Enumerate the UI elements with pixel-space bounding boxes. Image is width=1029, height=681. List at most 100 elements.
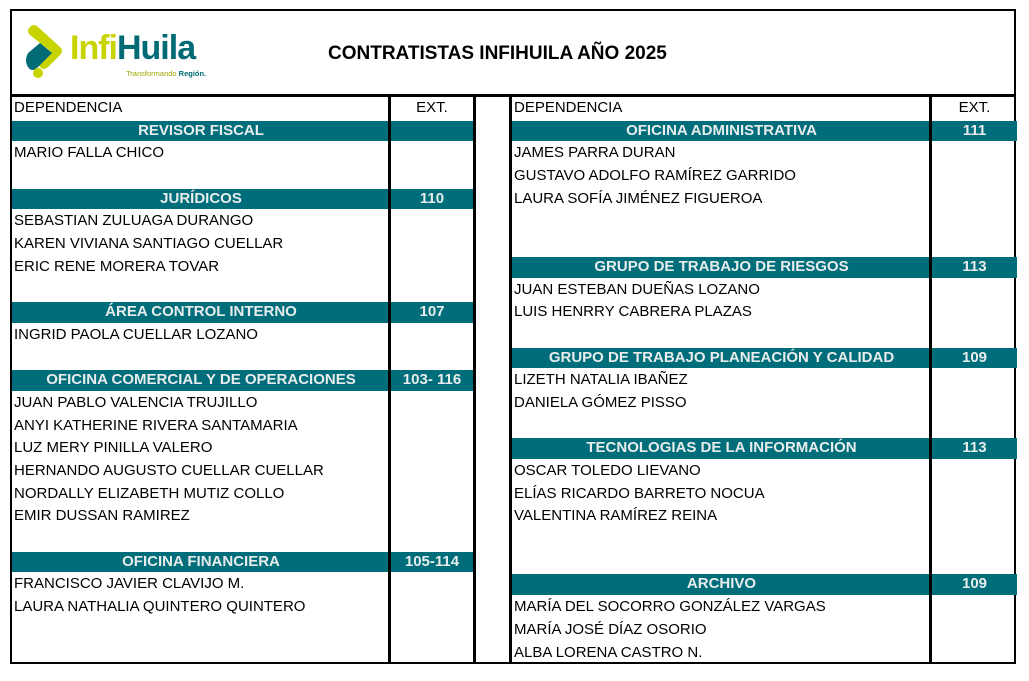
contractor-name — [12, 642, 388, 665]
contractor-name: JUAN PABLO VALENCIA TRUJILLO — [14, 393, 258, 411]
contractor-name: INGRID PAOLA CUELLAR LOZANO — [14, 325, 258, 343]
ext-cell — [388, 482, 473, 506]
table-row: ERIC RENE MORERA TOVAR — [12, 255, 473, 279]
blank-row — [512, 210, 1017, 234]
section-title: GRUPO DE TRABAJO PLANEACIÓN Y CALIDAD — [512, 347, 929, 369]
ext-cell — [388, 596, 473, 619]
section-header-row: ÁREA CONTROL INTERNO 107 — [12, 301, 473, 324]
extension-number: 113 — [932, 256, 1017, 278]
contractor-name: MARÍA JOSÉ DÍAZ OSORIO — [514, 620, 707, 638]
contractor-name: FRANCISCO JAVIER CLAVIJO M. — [14, 575, 245, 593]
contractor-name: LIZETH NATALIA IBAÑEZ — [514, 371, 688, 389]
logo-wordmark: InfiHuila — [70, 29, 196, 67]
ext-cell: 110 — [388, 187, 473, 211]
contractor-name: LUZ MERY PINILLA VALERO — [14, 439, 213, 457]
right-table: DEPENDENCIA EXT. OFICINA ADMINISTRATIVA 111… — [509, 97, 1017, 665]
blank-row — [12, 618, 473, 642]
table-row: HERNANDO AUGUSTO CUELLAR CUELLAR — [12, 460, 473, 483]
ext-cell — [929, 460, 1017, 483]
table-row: LAURA NATHALIA QUINTERO QUINTERO — [12, 596, 473, 619]
contractor-name — [512, 210, 929, 233]
contractor-name: LUIS HENRRY CABRERA PLAZAS — [514, 303, 752, 321]
section-header-row: OFICINA COMERCIAL Y DE OPERACIONES 103- 1… — [12, 369, 473, 392]
extension-number: 109 — [932, 347, 1017, 369]
extension-number: 111 — [932, 120, 1017, 142]
ext-cell — [388, 618, 473, 642]
ext-cell — [929, 414, 1017, 438]
contractor-name — [512, 551, 929, 574]
table-row: MARÍA JOSÉ DÍAZ OSORIO — [512, 618, 1017, 642]
table-row: OSCAR TOLEDO LIEVANO — [512, 460, 1017, 483]
ext-cell — [929, 596, 1017, 619]
section-header-row: GRUPO DE TRABAJO DE RIESGOS 113 — [512, 255, 1017, 279]
contractor-name: OSCAR TOLEDO LIEVANO — [514, 462, 701, 479]
table-row: JUAN PABLO VALENCIA TRUJILLO — [12, 391, 473, 415]
ext-cell — [929, 187, 1017, 211]
column-header-dependencia: DEPENDENCIA — [14, 99, 123, 116]
contractor-name: ALBA LORENA CASTRO N. — [514, 643, 703, 661]
table-row: VALENTINA RAMÍREZ REINA — [512, 505, 1017, 529]
ext-cell — [929, 323, 1017, 347]
ext-cell — [388, 210, 473, 234]
ext-cell — [929, 641, 1017, 665]
table-row: LUZ MERY PINILLA VALERO — [12, 437, 473, 460]
table-row: LIZETH NATALIA IBAÑEZ — [512, 369, 1017, 392]
extension-number: 107 — [391, 302, 473, 323]
contractor-name: NORDALLY ELIZABETH MUTIZ COLLO — [14, 484, 285, 502]
ext-cell: 103- 116 — [388, 369, 473, 392]
extension-number: 105-114 — [391, 551, 473, 573]
blank-row — [512, 233, 1017, 256]
section-header-row: REVISOR FISCAL — [12, 119, 473, 143]
table-header-row: DEPENDENCIA EXT. — [512, 97, 1017, 120]
ext-cell — [388, 142, 473, 166]
section-header-row: OFICINA ADMINISTRATIVA 111 — [512, 119, 1017, 143]
contractor-name: ELÍAS RICARDO BARRETO NOCUA — [514, 484, 765, 502]
blank-row — [12, 528, 473, 551]
ext-cell — [929, 301, 1017, 324]
section-header-row: GRUPO DE TRABAJO PLANEACIÓN Y CALIDAD 109 — [512, 346, 1017, 370]
contractor-name — [512, 528, 929, 551]
table-row: LAURA SOFÍA JIMÉNEZ FIGUEROA — [512, 187, 1017, 211]
ext-cell — [388, 391, 473, 415]
document-header: InfiHuila Transformando Región. CONTRATI… — [12, 11, 1014, 97]
contractor-name: ERIC RENE MORERA TOVAR — [14, 257, 220, 275]
section-title: ÁREA CONTROL INTERNO — [12, 302, 388, 323]
contractor-name — [512, 233, 929, 256]
extension-number: 103- 116 — [391, 370, 473, 391]
section-header-row: TECNOLOGIAS DE LA INFORMACIÓN 113 — [512, 437, 1017, 460]
blank-row — [12, 165, 473, 188]
blank-row — [512, 528, 1017, 551]
table-row: EMIR DUSSAN RAMIREZ — [12, 505, 473, 529]
contractor-name: ANYI KATHERINE RIVERA SANTAMARIA — [14, 416, 298, 434]
ext-cell — [388, 528, 473, 551]
section-header-row: OFICINA FINANCIERA 105-114 — [12, 550, 473, 574]
contractor-name: VALENTINA RAMÍREZ REINA — [514, 507, 718, 525]
contractor-name: SEBASTIAN ZULUAGA DURANGO — [14, 212, 254, 230]
extension-number — [391, 120, 473, 142]
section-title: JURÍDICOS — [12, 188, 388, 210]
contractor-name: LAURA SOFÍA JIMÉNEZ FIGUEROA — [514, 189, 763, 207]
table-row: MARÍA DEL SOCORRO GONZÁLEZ VARGAS — [512, 596, 1017, 619]
section-title: OFICINA ADMINISTRATIVA — [512, 120, 929, 142]
ext-cell — [388, 233, 473, 256]
contractor-name — [12, 619, 388, 642]
contractor-name: EMIR DUSSAN RAMIREZ — [14, 507, 190, 525]
table-row: NORDALLY ELIZABETH MUTIZ COLLO — [12, 482, 473, 506]
contractor-name — [12, 528, 388, 551]
ext-cell — [929, 233, 1017, 256]
contractor-name: DANIELA GÓMEZ PISSO — [514, 393, 687, 411]
contractor-name: LAURA NATHALIA QUINTERO QUINTERO — [14, 598, 306, 616]
section-title: TECNOLOGIAS DE LA INFORMACIÓN — [512, 438, 929, 459]
table-row: LUIS HENRRY CABRERA PLAZAS — [512, 301, 1017, 324]
ext-cell: 109 — [929, 573, 1017, 597]
section-title: OFICINA FINANCIERA — [12, 551, 388, 573]
contractor-name: GUSTAVO ADOLFO RAMÍREZ GARRIDO — [514, 167, 796, 185]
blank-row — [512, 414, 1017, 438]
ext-cell — [388, 437, 473, 460]
logo-mark-icon — [26, 25, 62, 78]
contractor-name: MARIO FALLA CHICO — [14, 144, 165, 162]
contractor-name: JUAN ESTEBAN DUEÑAS LOZANO — [514, 280, 760, 298]
table-row: JAMES PARRA DURAN — [512, 142, 1017, 166]
contractor-name — [12, 347, 388, 370]
ext-cell — [388, 255, 473, 279]
